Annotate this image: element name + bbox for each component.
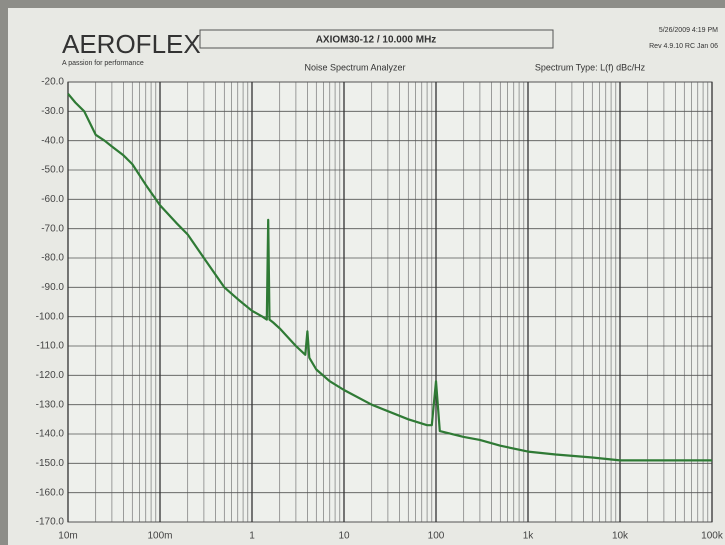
y-tick-label: -170.0 [36, 517, 65, 528]
x-tick-label: 10k [612, 531, 629, 542]
y-tick-label: -140.0 [36, 429, 65, 440]
tagline: A passion for performance [62, 60, 144, 67]
y-tick-label: -70.0 [41, 223, 64, 234]
y-tick-label: -80.0 [41, 253, 64, 264]
y-tick-label: -130.0 [36, 399, 65, 410]
date: 5/26/2009 4:19 PM [659, 27, 718, 34]
brand: AEROFLEX [62, 29, 201, 59]
x-tick-label: 1 [249, 531, 255, 542]
chart-subtitle: Noise Spectrum Analyzer [304, 62, 405, 72]
revision: Rev 4.9.10 RC Jan 06 [649, 43, 718, 50]
x-tick-label: 100k [701, 531, 724, 542]
x-tick-label: 100m [147, 531, 172, 542]
y-tick-label: -90.0 [41, 282, 64, 293]
y-tick-label: -20.0 [41, 77, 64, 88]
y-tick-label: -150.0 [36, 458, 65, 469]
y-tick-label: -100.0 [36, 311, 65, 322]
x-tick-label: 100 [428, 531, 445, 542]
y-tick-label: -40.0 [41, 135, 64, 146]
x-tick-label: 10m [58, 531, 77, 542]
spectrum-type: Spectrum Type: L(f) dBc/Hz [535, 62, 646, 72]
y-tick-label: -60.0 [41, 194, 64, 205]
y-tick-label: -120.0 [36, 370, 65, 381]
y-tick-label: -30.0 [41, 106, 64, 117]
y-tick-label: -160.0 [36, 487, 65, 498]
chart-title: AXIOM30-12 / 10.000 MHz [316, 35, 437, 46]
title-box [199, 29, 554, 49]
y-tick-label: -50.0 [41, 165, 64, 176]
y-tick-label: -110.0 [36, 341, 64, 352]
trace [67, 92, 712, 462]
plot-area [67, 81, 713, 523]
x-tick-label: 1k [523, 531, 535, 542]
x-tick-label: 10 [338, 531, 350, 542]
